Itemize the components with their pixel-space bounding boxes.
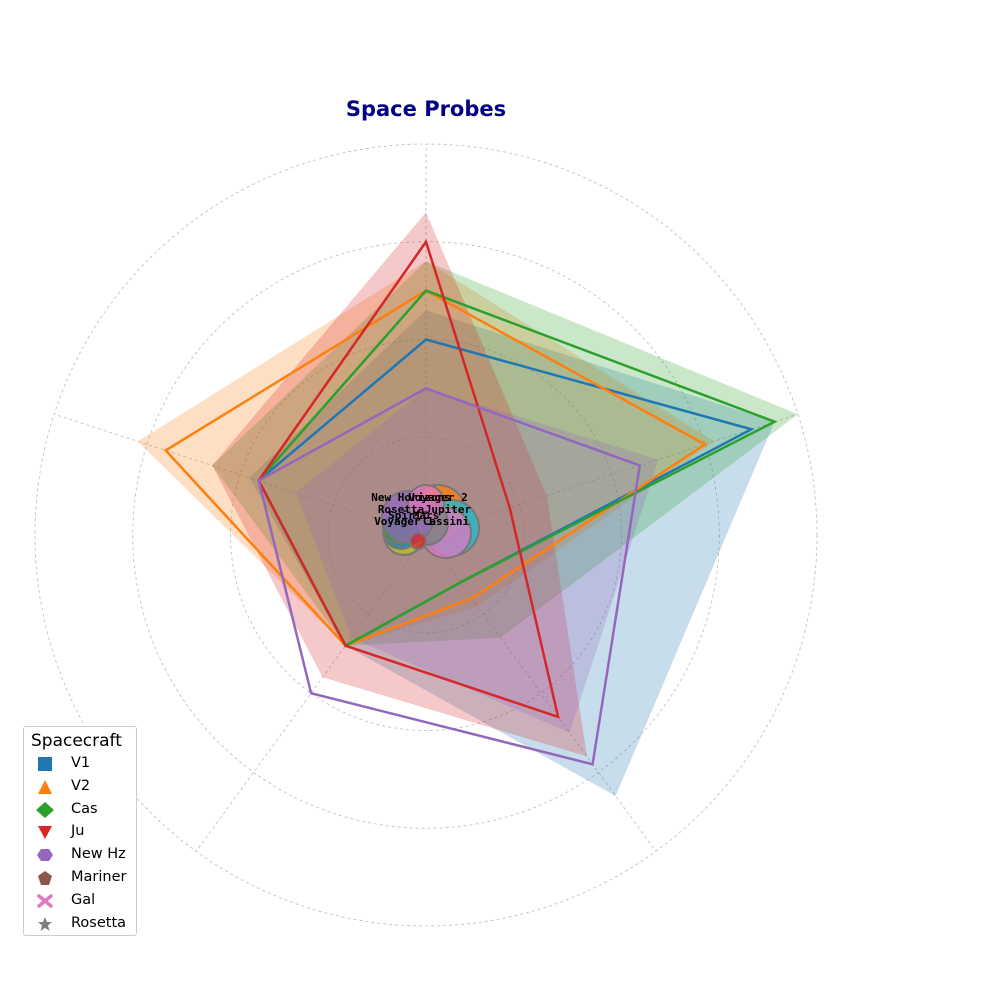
legend-item: V1 [24, 753, 136, 776]
center-bubbles [381, 484, 480, 559]
center-label: New Horizons [371, 491, 450, 504]
legend-label: Rosetta [71, 914, 127, 931]
series-fill [249, 310, 775, 796]
grid-spoke [195, 534, 427, 852]
x-marker-icon [36, 893, 54, 909]
center-label: Voyager 2 [408, 491, 468, 504]
legend-label: Ju [71, 823, 85, 840]
star-marker-icon [36, 916, 54, 932]
legend-label: New Hz [71, 846, 126, 863]
legend-items: V1 V2 Cas Ju New Hz Mariner Gal Rosetta [24, 753, 136, 935]
series-line [257, 387, 642, 766]
center-label: Spirit [388, 509, 428, 522]
grid-spoke [425, 413, 799, 536]
center-label: Jupiter [425, 503, 472, 516]
grid-ring [34, 143, 818, 927]
chart-title: Space Probes [346, 97, 506, 121]
series-line [163, 289, 708, 648]
hexagon-marker-icon [36, 847, 54, 863]
diamond-marker-icon [36, 801, 54, 818]
triangle-down-marker-icon [36, 824, 54, 840]
grid-spoke [425, 534, 657, 852]
legend-label: Mariner [71, 868, 127, 885]
legend-item: Ju [24, 821, 136, 844]
legend-title: Spacecraft [31, 731, 122, 751]
square-marker-icon [36, 756, 54, 772]
grid-ring [327, 436, 525, 634]
radar-lines [163, 239, 778, 766]
series-line [257, 289, 778, 648]
legend-label: Gal [71, 891, 96, 908]
series-fill [295, 388, 659, 733]
radar-fills [137, 212, 798, 796]
center-label: Voyager 1 [374, 515, 434, 528]
center-label: Cassini [423, 515, 470, 528]
legend-item: Gal [24, 890, 136, 913]
center-bubble [409, 532, 427, 550]
legend-item: Cas [24, 799, 136, 822]
legend: Spacecraft V1 V2 Cas Ju New Hz Mariner Gal Rose… [23, 726, 137, 937]
series-line [257, 239, 560, 719]
center-label: Rosetta [378, 503, 424, 516]
series-fill [137, 261, 715, 646]
series-fill [212, 212, 587, 757]
legend-item: V2 [24, 776, 136, 799]
pentagon-marker-icon [36, 870, 54, 886]
legend-label: V1 [71, 755, 91, 771]
center-label: Mars [413, 509, 440, 522]
legend-item: Rosetta [24, 913, 136, 936]
grid-spoke [53, 413, 427, 536]
series-fill [212, 261, 798, 646]
legend-item: New Hz [24, 844, 136, 867]
triangle-up-marker-icon [36, 779, 54, 795]
legend-label: Cas [71, 800, 98, 817]
center-bubble [407, 484, 445, 522]
legend-label: V2 [71, 777, 91, 794]
legend-item: Mariner [24, 867, 136, 890]
